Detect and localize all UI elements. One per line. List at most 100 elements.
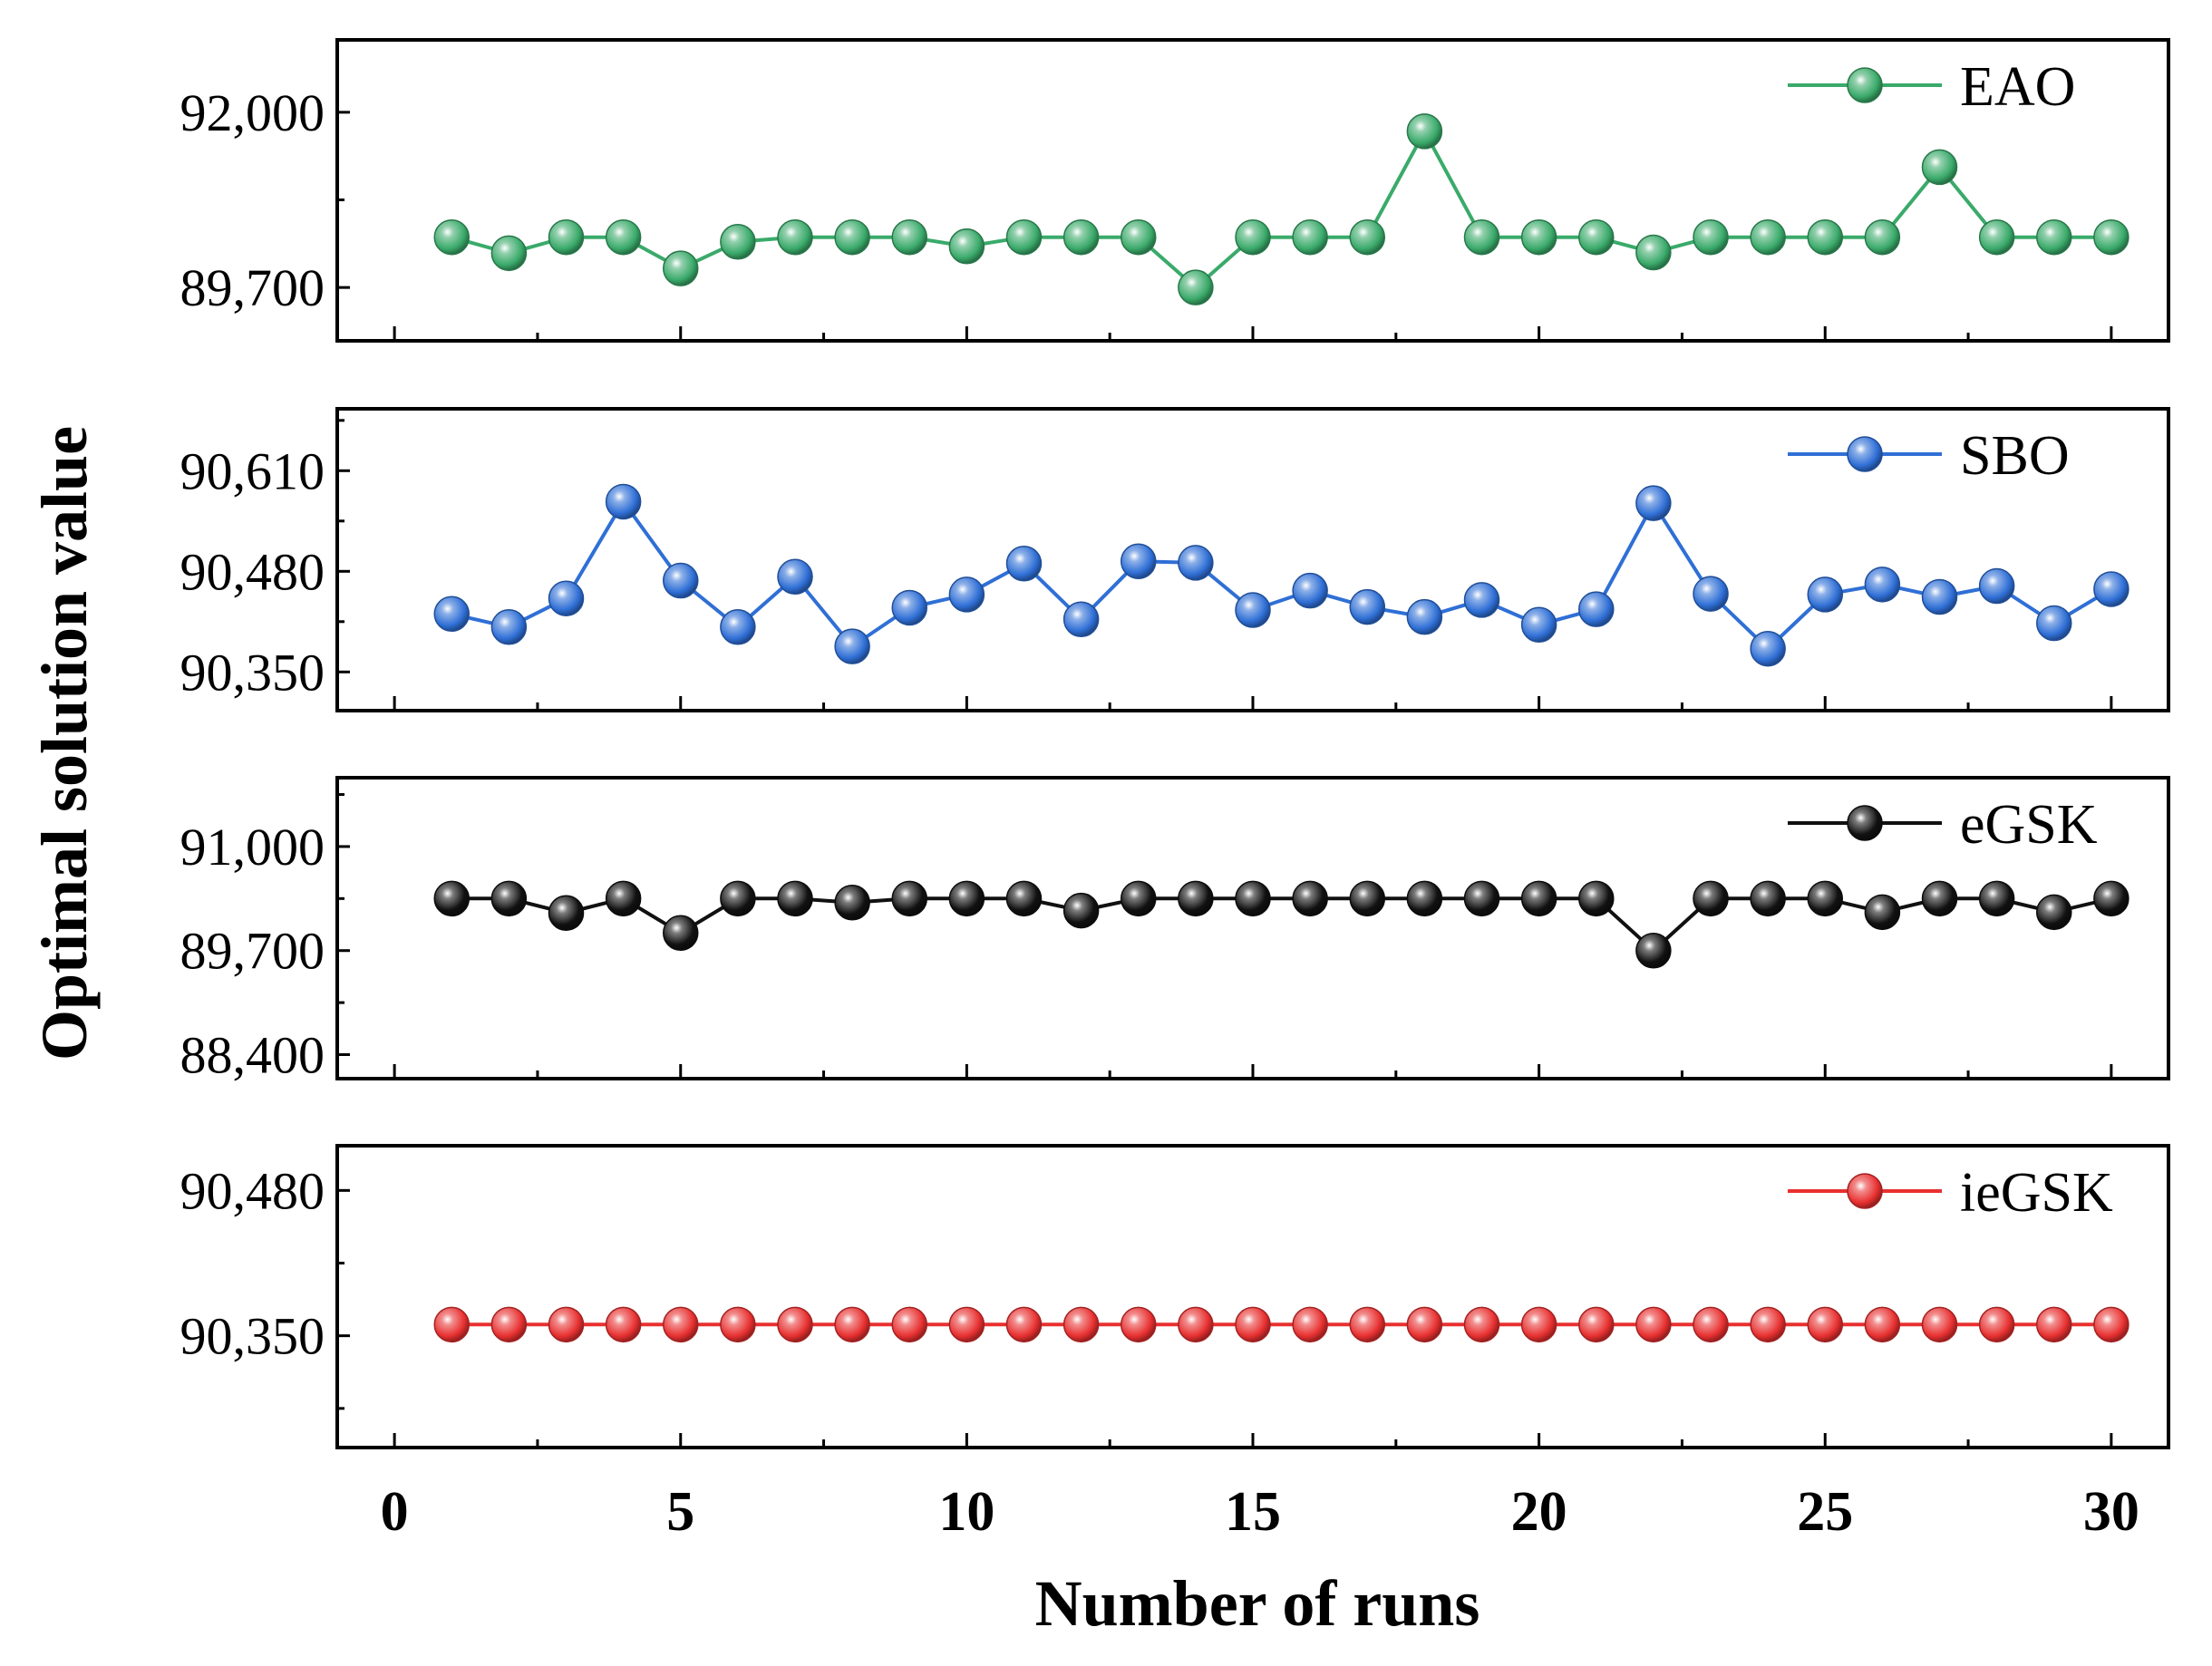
data-point xyxy=(490,609,528,645)
data-point xyxy=(1693,1306,1729,1343)
data-point xyxy=(720,609,756,645)
data-point xyxy=(1578,1306,1615,1343)
data-point xyxy=(1292,572,1328,609)
data-point xyxy=(1921,1306,1958,1343)
legend-label-eao: EAO xyxy=(1960,56,2075,118)
data-point xyxy=(1349,218,1385,256)
data-point xyxy=(1921,880,1958,917)
panel-egsk: 88,400 89,700 91,000 eGSK xyxy=(180,776,2170,1085)
data-point xyxy=(2036,894,2072,931)
y-axis-title: Optimal solution value xyxy=(28,426,101,1061)
data-point xyxy=(1978,880,2015,917)
data-point xyxy=(1121,218,1157,256)
x-tick-label: 15 xyxy=(1225,1481,1281,1543)
legend-label-egsk: eGSK xyxy=(1960,794,2098,856)
data-point xyxy=(663,562,699,599)
x-tick-label: 0 xyxy=(381,1481,409,1543)
data-point xyxy=(1520,1306,1557,1343)
data-point xyxy=(1406,598,1443,635)
data-point xyxy=(1520,606,1557,643)
data-point xyxy=(948,228,985,265)
legend-label-iegsk: ieGSK xyxy=(1960,1162,2113,1224)
panel-eao: 89,700 92,000 EAO xyxy=(180,38,2170,343)
data-point xyxy=(1121,543,1157,579)
data-point xyxy=(720,880,756,917)
data-point xyxy=(834,628,870,664)
data-point xyxy=(891,1306,927,1343)
data-point xyxy=(1292,880,1328,917)
data-point xyxy=(1178,880,1214,917)
data-point xyxy=(1864,1306,1901,1343)
x-axis-title: Number of runs xyxy=(1035,1567,1480,1640)
x-tick-label: 5 xyxy=(666,1481,694,1543)
data-point xyxy=(1864,218,1901,256)
data-point xyxy=(1978,567,2015,605)
data-point xyxy=(1005,1306,1043,1343)
data-point xyxy=(1578,880,1615,917)
data-point xyxy=(605,1306,642,1343)
data-point xyxy=(1864,567,1901,603)
data-point xyxy=(1235,1306,1271,1343)
data-point xyxy=(834,884,870,921)
data-point xyxy=(720,223,756,260)
data-point xyxy=(490,235,528,272)
y-tick-label: 92,000 xyxy=(180,83,325,142)
data-point xyxy=(1005,880,1043,917)
data-point xyxy=(1807,1306,1843,1343)
data-point xyxy=(1520,880,1557,917)
data-point xyxy=(1349,880,1385,917)
data-point xyxy=(1750,880,1786,917)
data-point xyxy=(1635,932,1672,969)
data-point xyxy=(1292,218,1328,256)
data-point xyxy=(548,580,585,616)
data-point xyxy=(891,218,927,256)
legend-marker xyxy=(1847,1173,1883,1209)
y-tick-label: 89,700 xyxy=(180,922,325,981)
data-point xyxy=(1635,485,1672,521)
y-tick-label: 90,480 xyxy=(180,1161,325,1220)
data-point xyxy=(777,880,813,917)
data-point xyxy=(2093,218,2130,256)
data-point xyxy=(1578,218,1615,256)
data-point xyxy=(948,880,985,917)
data-point xyxy=(2036,218,2072,256)
data-point xyxy=(1921,578,1958,615)
data-point xyxy=(2093,1306,2130,1343)
data-point xyxy=(720,1306,756,1343)
data-point xyxy=(548,218,585,256)
data-point xyxy=(1349,1306,1385,1343)
data-point xyxy=(891,589,927,626)
data-point xyxy=(490,1306,528,1343)
data-point xyxy=(1807,880,1843,917)
data-point xyxy=(1578,591,1615,627)
data-point xyxy=(490,880,528,917)
data-point xyxy=(1463,218,1500,256)
data-point xyxy=(1062,218,1100,256)
series-line-sbo xyxy=(451,498,2112,652)
data-point xyxy=(2093,571,2130,607)
data-point xyxy=(1005,546,1043,582)
data-point xyxy=(548,895,585,931)
data-point xyxy=(1406,1306,1443,1343)
data-point xyxy=(1693,218,1729,256)
data-point xyxy=(1520,218,1557,256)
data-point xyxy=(1807,218,1843,256)
data-point xyxy=(948,576,985,613)
data-point xyxy=(548,1306,585,1343)
data-point xyxy=(1121,880,1157,917)
y-tick-label: 91,000 xyxy=(180,818,325,877)
data-point xyxy=(605,880,642,917)
y-tick-label: 90,350 xyxy=(180,1307,325,1366)
y-tick-label: 90,610 xyxy=(180,441,325,500)
data-point xyxy=(1635,1306,1672,1343)
data-point xyxy=(1750,1306,1786,1343)
data-point xyxy=(433,596,470,633)
y-tick-label: 88,400 xyxy=(180,1026,325,1085)
data-point xyxy=(2036,605,2072,642)
data-point xyxy=(1178,1306,1214,1343)
x-tick-label: 30 xyxy=(2083,1481,2139,1543)
legend-label-sbo: SBO xyxy=(1960,425,2070,487)
data-point xyxy=(605,483,642,520)
legend-marker xyxy=(1847,67,1883,103)
data-point xyxy=(1062,601,1100,637)
